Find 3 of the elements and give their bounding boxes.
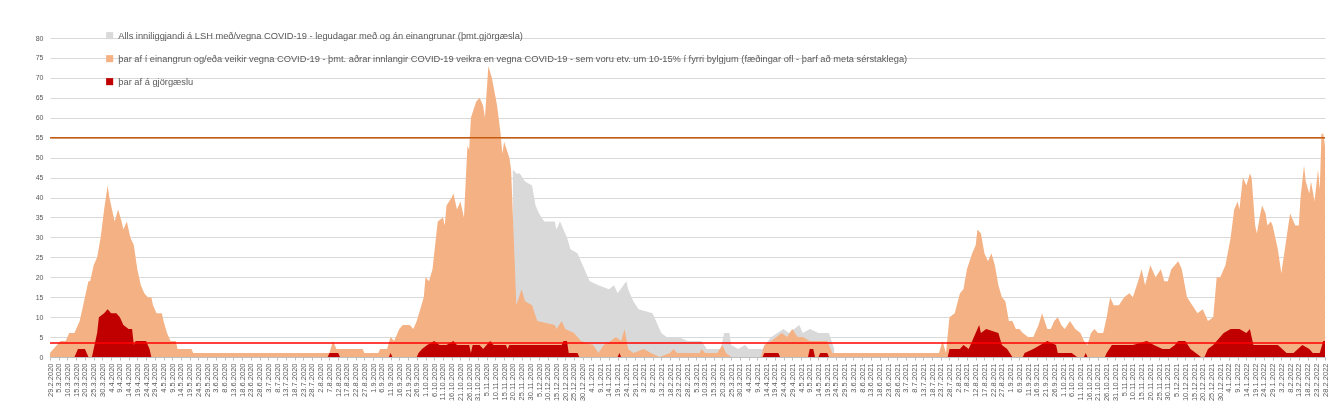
legend-label: þar af á gjörgæslu xyxy=(118,76,194,87)
legend-label: þar af í einangrun og/eða veikir vegna COVID-19 - þmt. aðrar innlangir COVID-19 veikra en vegna COVID-19 - sem voru etv. um 10-15% í fyrri bylgjum (fæðingar ofl - þarf að meta sérstaklega) xyxy=(118,53,908,64)
legend-label: Alls inniliggjandi á LSH með/vegna COVID-19 - legudagar með og án einangrunar (þmt.gjörgæsla) xyxy=(118,30,523,41)
